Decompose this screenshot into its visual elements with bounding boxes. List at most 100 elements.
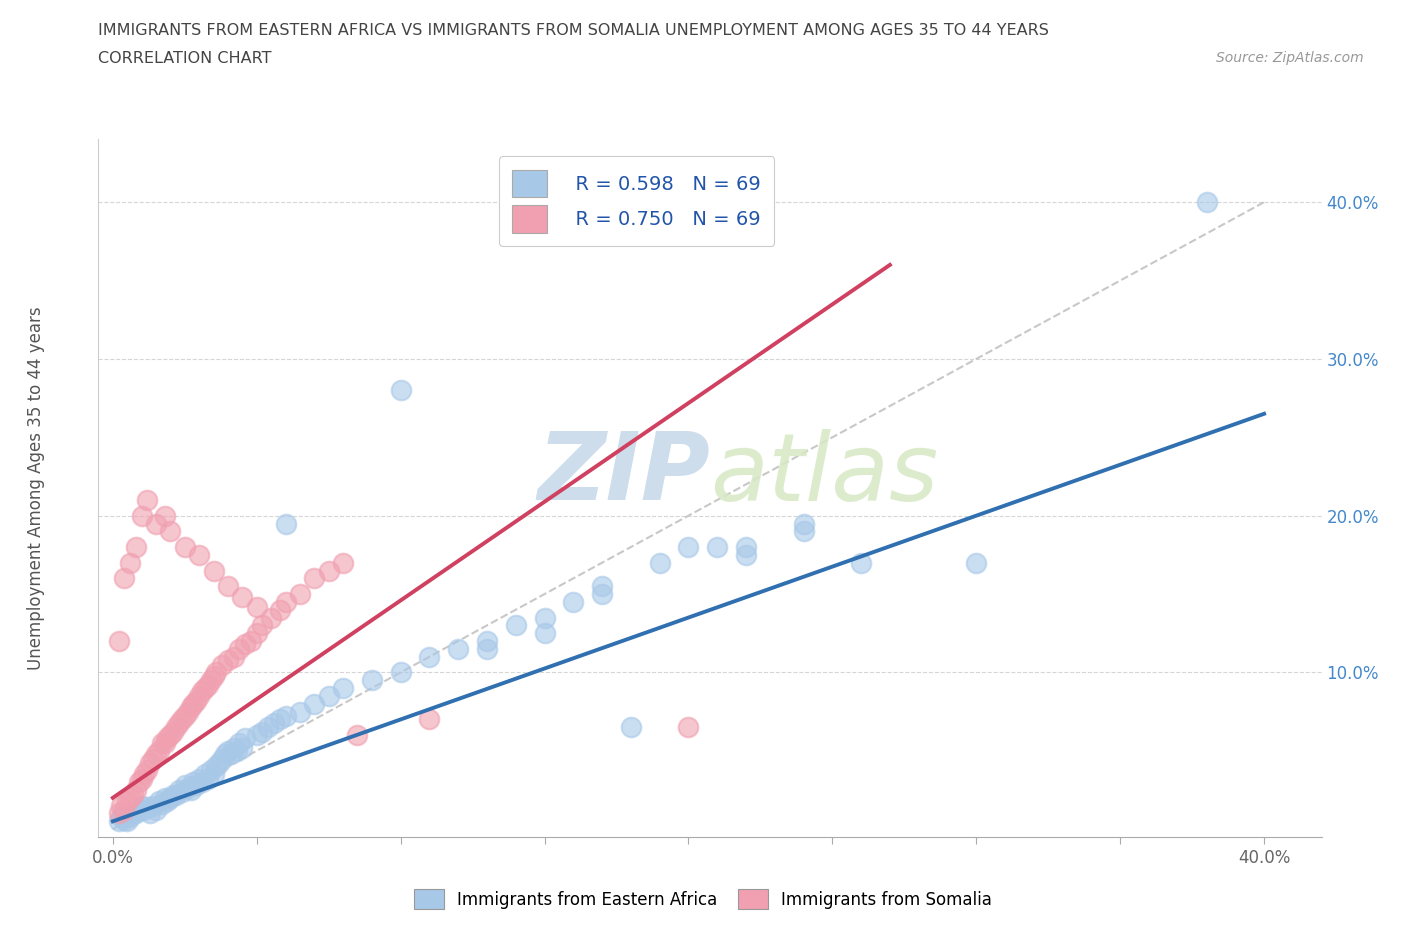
Point	[205, 759, 228, 774]
Point	[139, 756, 162, 771]
Point	[134, 803, 156, 817]
Point	[122, 787, 145, 802]
Point	[269, 603, 291, 618]
Point	[214, 747, 236, 762]
Point	[180, 699, 202, 714]
Text: CORRELATION CHART: CORRELATION CHART	[98, 51, 271, 66]
Point	[122, 806, 145, 821]
Point	[125, 539, 148, 554]
Point	[115, 793, 138, 808]
Point	[591, 587, 613, 602]
Point	[706, 539, 728, 554]
Point	[176, 781, 198, 796]
Point	[274, 516, 297, 531]
Point	[194, 767, 217, 782]
Point	[965, 555, 987, 570]
Point	[252, 724, 274, 739]
Point	[735, 539, 758, 554]
Point	[1195, 194, 1218, 209]
Point	[211, 751, 233, 766]
Point	[217, 578, 239, 593]
Point	[156, 793, 179, 808]
Point	[150, 797, 173, 812]
Point	[475, 642, 498, 657]
Point	[205, 665, 228, 680]
Point	[200, 763, 222, 777]
Point	[228, 642, 250, 657]
Point	[202, 563, 225, 578]
Point	[735, 548, 758, 563]
Point	[389, 665, 412, 680]
Point	[167, 715, 190, 730]
Point	[648, 194, 671, 209]
Point	[211, 658, 233, 672]
Point	[648, 555, 671, 570]
Point	[131, 772, 153, 787]
Text: atlas: atlas	[710, 429, 938, 520]
Point	[793, 524, 815, 538]
Point	[188, 772, 211, 787]
Point	[153, 736, 176, 751]
Point	[107, 814, 129, 829]
Point	[125, 782, 148, 797]
Point	[128, 803, 150, 817]
Point	[288, 587, 311, 602]
Point	[231, 590, 253, 604]
Point	[217, 653, 239, 668]
Text: ZIP: ZIP	[537, 429, 710, 520]
Point	[145, 803, 167, 817]
Point	[233, 731, 256, 746]
Point	[191, 775, 214, 790]
Point	[533, 626, 555, 641]
Point	[188, 688, 211, 703]
Point	[849, 555, 872, 570]
Point	[183, 775, 205, 790]
Point	[153, 508, 176, 523]
Point	[173, 539, 195, 554]
Point	[173, 709, 195, 724]
Point	[176, 704, 198, 719]
Point	[194, 681, 217, 696]
Text: IMMIGRANTS FROM EASTERN AFRICA VS IMMIGRANTS FROM SOMALIA UNEMPLOYMENT AMONG AGE: IMMIGRANTS FROM EASTERN AFRICA VS IMMIGR…	[98, 23, 1049, 38]
Point	[447, 642, 470, 657]
Point	[167, 782, 190, 797]
Point	[239, 633, 262, 648]
Point	[269, 712, 291, 727]
Legend:   R = 0.598   N = 69,   R = 0.750   N = 69: R = 0.598 N = 69, R = 0.750 N = 69	[499, 156, 775, 246]
Point	[793, 516, 815, 531]
Point	[246, 626, 269, 641]
Point	[346, 727, 368, 742]
Point	[112, 812, 135, 827]
Point	[257, 720, 280, 735]
Point	[142, 751, 165, 766]
Point	[418, 649, 440, 664]
Point	[591, 578, 613, 593]
Point	[233, 637, 256, 652]
Point	[360, 672, 382, 687]
Point	[188, 548, 211, 563]
Point	[136, 800, 159, 815]
Point	[260, 610, 283, 625]
Point	[110, 809, 132, 824]
Point	[159, 524, 181, 538]
Point	[246, 599, 269, 614]
Y-axis label: Unemployment Among Ages 35 to 44 years: Unemployment Among Ages 35 to 44 years	[27, 307, 45, 670]
Point	[153, 790, 176, 805]
Point	[120, 555, 142, 570]
Point	[620, 720, 643, 735]
Point	[170, 784, 193, 799]
Point	[148, 793, 170, 808]
Point	[120, 790, 142, 805]
Point	[156, 731, 179, 746]
Point	[202, 767, 225, 782]
Point	[217, 743, 239, 758]
Point	[136, 493, 159, 508]
Point	[148, 743, 170, 758]
Legend: Immigrants from Eastern Africa, Immigrants from Somalia: Immigrants from Eastern Africa, Immigran…	[406, 881, 1000, 917]
Point	[165, 787, 187, 802]
Point	[620, 194, 643, 209]
Point	[180, 782, 202, 797]
Point	[150, 736, 173, 751]
Point	[222, 649, 245, 664]
Point	[208, 756, 231, 771]
